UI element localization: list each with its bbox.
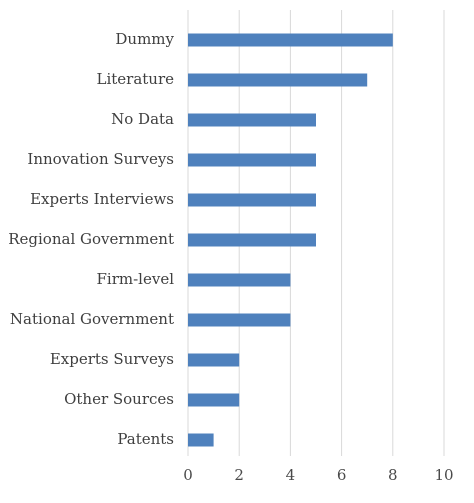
bar-literature: [188, 73, 368, 87]
bar-other-sources: [188, 393, 240, 407]
category-labels: Dummy Literature No Data Innovation Surveys…: [8, 30, 174, 448]
bar-experts-surveys: [188, 353, 240, 367]
bars: [188, 33, 393, 447]
bar-regional-government: [188, 233, 316, 247]
bar-firm-level: [188, 273, 291, 287]
bar-experts-interviews: [188, 193, 316, 207]
bar-patents: [188, 433, 214, 447]
bar-national-government: [188, 313, 291, 327]
category-label-innovation-surveys: Innovation Surveys: [27, 150, 174, 168]
bar-innovation-surveys: [188, 153, 316, 167]
bar-no-data: [188, 113, 316, 127]
category-label-experts-surveys: Experts Surveys: [50, 350, 174, 368]
category-label-regional-government: Regional Government: [8, 230, 174, 248]
category-label-firm-level: Firm-level: [97, 270, 175, 288]
x-tick-label-4: 4: [286, 466, 296, 484]
category-label-no-data: No Data: [111, 110, 174, 128]
category-label-other-sources: Other Sources: [64, 390, 174, 408]
category-label-dummy: Dummy: [115, 30, 174, 48]
x-tick-label-8: 8: [388, 466, 398, 484]
x-tick-label-6: 6: [337, 466, 347, 484]
category-label-national-government: National Government: [10, 310, 174, 328]
category-label-experts-interviews: Experts Interviews: [30, 190, 174, 208]
x-tick-labels: 0 2 4 6 8 10: [183, 466, 453, 484]
category-label-patents: Patents: [117, 430, 174, 448]
category-label-literature: Literature: [96, 70, 174, 88]
x-tick-label-0: 0: [183, 466, 193, 484]
x-tick-label-2: 2: [234, 466, 244, 484]
x-tick-label-10: 10: [434, 466, 453, 484]
bar-dummy: [188, 33, 393, 47]
